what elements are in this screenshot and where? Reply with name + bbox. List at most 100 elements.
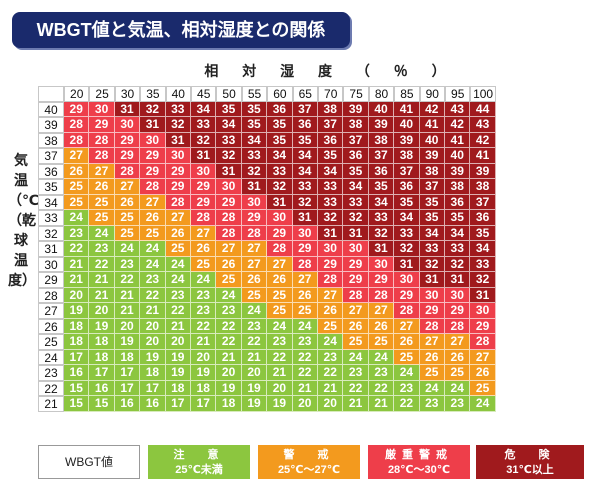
wbgt-cell: 20	[191, 349, 217, 365]
wbgt-cell: 20	[216, 365, 242, 381]
wbgt-cell: 35	[241, 117, 268, 133]
wbgt-cell: 29	[267, 225, 293, 241]
wbgt-cell: 23	[419, 396, 445, 412]
wbgt-cell: 26	[318, 303, 344, 319]
wbgt-cell: 31	[318, 225, 344, 241]
wbgt-cell: 25	[216, 272, 242, 288]
wbgt-cell: 37	[394, 163, 420, 179]
wbgt-cell: 34	[445, 225, 471, 241]
wbgt-cell: 34	[216, 117, 242, 133]
wbgt-cell: 34	[267, 148, 293, 164]
wbgt-cell: 28	[140, 179, 166, 195]
wbgt-cell: 19	[241, 380, 268, 396]
wbgt-cell: 26	[267, 272, 293, 288]
wbgt-cell: 22	[292, 349, 318, 365]
wbgt-cell: 17	[114, 380, 141, 396]
wbgt-cell: 22	[368, 380, 395, 396]
wbgt-cell: 26	[216, 256, 242, 272]
wbgt-cell: 25	[89, 194, 115, 210]
wbgt-cell: 23	[241, 318, 268, 334]
wbgt-cell: 30	[368, 256, 395, 272]
wbgt-cell: 32	[368, 225, 395, 241]
wbgt-cell: 27	[292, 272, 318, 288]
wbgt-cell: 27	[343, 303, 369, 319]
wbgt-cell: 31	[165, 132, 191, 148]
wbgt-cell: 21	[64, 272, 90, 288]
wbgt-cell: 32	[216, 148, 242, 164]
wbgt-cell: 30	[114, 117, 141, 133]
wbgt-cell: 28	[114, 163, 141, 179]
wbgt-cell: 21	[114, 303, 141, 319]
temperature-label: 26	[38, 318, 64, 334]
humidity-header: 90	[419, 86, 445, 102]
wbgt-cell: 24	[241, 303, 268, 319]
legend-danger: 危 険 31℃以上	[476, 445, 584, 479]
wbgt-cell: 31	[191, 148, 217, 164]
wbgt-cell: 36	[368, 163, 395, 179]
wbgt-cell: 22	[191, 318, 217, 334]
temperature-label: 23	[38, 365, 64, 381]
wbgt-cell: 18	[165, 380, 191, 396]
wbgt-cell: 17	[140, 380, 166, 396]
wbgt-cell: 33	[241, 148, 268, 164]
wbgt-cell: 31	[292, 210, 318, 226]
wbgt-cell: 24	[191, 272, 217, 288]
wbgt-cell: 39	[419, 148, 445, 164]
wbgt-cell: 30	[140, 132, 166, 148]
wbgt-cell: 28	[267, 241, 293, 257]
wbgt-cell: 33	[419, 241, 445, 257]
wbgt-cell: 30	[419, 287, 445, 303]
wbgt-cell: 24	[470, 396, 496, 412]
wbgt-cell: 15	[89, 396, 115, 412]
wbgt-cell: 40	[445, 148, 471, 164]
humidity-header: 35	[140, 86, 166, 102]
wbgt-cell: 21	[191, 334, 217, 350]
wbgt-cell: 42	[445, 117, 471, 133]
wbgt-cell: 26	[394, 334, 420, 350]
wbgt-cell: 29	[445, 303, 471, 319]
wbgt-cell: 30	[343, 241, 369, 257]
wbgt-cell: 42	[470, 132, 496, 148]
wbgt-cell: 26	[241, 272, 268, 288]
wbgt-cell: 23	[114, 256, 141, 272]
wbgt-cell: 33	[216, 132, 242, 148]
wbgt-cell: 26	[165, 225, 191, 241]
wbgt-cell: 34	[394, 210, 420, 226]
wbgt-cell: 29	[368, 272, 395, 288]
wbgt-cell: 29	[114, 132, 141, 148]
wbgt-cell: 23	[292, 334, 318, 350]
wbgt-cell: 19	[140, 349, 166, 365]
wbgt-cell: 18	[89, 349, 115, 365]
wbgt-cell: 30	[216, 179, 242, 195]
humidity-header: 75	[343, 86, 369, 102]
wbgt-cell: 21	[89, 272, 115, 288]
wbgt-cell: 24	[368, 349, 395, 365]
wbgt-cell: 27	[64, 148, 90, 164]
wbgt-cell: 27	[267, 256, 293, 272]
humidity-header: 85	[394, 86, 420, 102]
wbgt-cell: 35	[394, 194, 420, 210]
wbgt-cell: 31	[140, 117, 166, 133]
wbgt-cell: 29	[114, 148, 141, 164]
wbgt-cell: 25	[114, 225, 141, 241]
wbgt-cell: 38	[368, 132, 395, 148]
wbgt-cell: 25	[419, 365, 445, 381]
wbgt-cell: 40	[394, 117, 420, 133]
wbgt-cell: 34	[191, 101, 217, 117]
wbgt-cell: 20	[64, 287, 90, 303]
wbgt-cell: 16	[140, 396, 166, 412]
wbgt-cell: 36	[470, 210, 496, 226]
temperature-label: 34	[38, 194, 64, 210]
wbgt-cell: 33	[318, 179, 344, 195]
wbgt-cell: 20	[165, 334, 191, 350]
humidity-header: 60	[267, 86, 293, 102]
wbgt-cell: 21	[343, 396, 369, 412]
wbgt-cell: 28	[241, 225, 268, 241]
humidity-header: 25	[89, 86, 115, 102]
wbgt-cell: 21	[64, 256, 90, 272]
wbgt-cell: 28	[165, 194, 191, 210]
humidity-header: 55	[241, 86, 268, 102]
wbgt-cell: 27	[470, 349, 496, 365]
title-banner: WBGT値と気温、相対湿度との関係	[12, 12, 350, 48]
wbgt-cell: 41	[419, 117, 445, 133]
